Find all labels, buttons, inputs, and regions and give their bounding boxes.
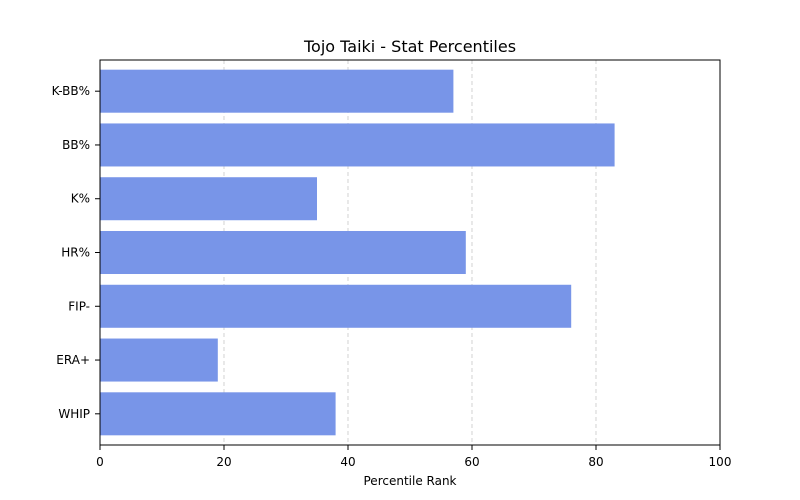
x-axis-label: Percentile Rank: [364, 474, 457, 488]
y-axis-ticks: K-BB% BB% K% HR% FIP- ERA+ WHIP: [52, 84, 100, 421]
bar: [100, 338, 218, 382]
x-tick-label: 40: [340, 455, 355, 469]
x-tick-label: 20: [216, 455, 231, 469]
bar: [100, 177, 317, 221]
y-tick-label: FIP-: [68, 299, 90, 313]
x-tick-label: 100: [709, 455, 732, 469]
bar: [100, 123, 615, 167]
x-tick-label: 60: [464, 455, 479, 469]
x-tick-label: 0: [96, 455, 104, 469]
y-tick-label: K-BB%: [52, 84, 90, 98]
y-tick-label: ERA+: [56, 353, 90, 367]
bars: [100, 69, 615, 436]
y-tick-label: K%: [71, 192, 90, 206]
y-tick-label: HR%: [61, 246, 90, 260]
chart-title: Tojo Taiki - Stat Percentiles: [303, 37, 516, 56]
y-tick-label: WHIP: [58, 407, 90, 421]
bar: [100, 392, 336, 436]
bar: [100, 230, 466, 275]
y-tick-label: BB%: [62, 138, 90, 152]
x-axis-ticks: 0 20 40 60 80 100: [96, 445, 731, 469]
bar: [100, 284, 572, 328]
bar: [100, 69, 454, 113]
x-tick-label: 80: [588, 455, 603, 469]
